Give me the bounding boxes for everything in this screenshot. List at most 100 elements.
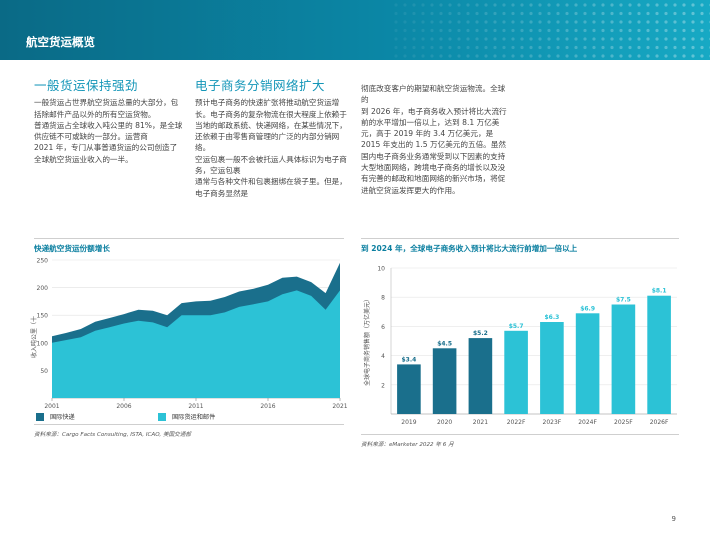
header-dot — [484, 54, 488, 58]
header-dot — [394, 28, 398, 33]
header-dot — [448, 45, 452, 50]
header-dot — [547, 3, 551, 7]
bar-2020 — [432, 348, 457, 414]
header-dot — [493, 37, 497, 41]
header-dot — [430, 45, 434, 50]
header-dot — [592, 28, 596, 33]
header-dot — [394, 11, 398, 16]
header-dot — [529, 11, 533, 16]
legend-label: 国际货运和邮件 — [172, 414, 216, 421]
header-dot — [664, 3, 668, 7]
page-number: 9 — [671, 515, 676, 523]
header-dot — [448, 28, 452, 33]
header-dot — [637, 20, 641, 24]
section-heading: 电子商务分销网络扩大 — [195, 78, 326, 93]
header-dot — [556, 28, 560, 33]
x-tick-label: 2020 — [437, 419, 452, 426]
y-tick-label: 2 — [381, 382, 385, 389]
header-dot — [628, 28, 632, 33]
header-dot — [403, 37, 407, 41]
header-dot — [682, 20, 686, 24]
chart-source: 资料来源：eMarketer 2022 年 6 月 — [361, 442, 454, 448]
header-dot — [475, 20, 479, 24]
divider — [361, 434, 679, 435]
header-dot — [547, 20, 551, 24]
header-dot — [403, 11, 407, 16]
bar-value-label: $5.7 — [509, 323, 524, 330]
bar-value-label: $6.3 — [544, 314, 559, 321]
header-dot — [610, 20, 614, 24]
header-title: 航空货运概览 — [26, 35, 95, 49]
header-dot — [619, 45, 623, 50]
header-dot — [565, 28, 569, 33]
header-dot — [682, 11, 686, 16]
paragraph: 彻底改变客户的期望和航空货运物流。全球的 — [361, 84, 506, 105]
header-dot — [574, 3, 578, 7]
header-dot — [655, 54, 659, 58]
header-dot — [601, 20, 605, 24]
header-dot — [601, 28, 605, 33]
section-ecommerce: 电子商务分销网络扩大 预计电子商务的快速扩张将推动航空货运增长。电子商务的复杂物… — [195, 78, 353, 199]
header-dot-pattern — [394, 3, 710, 58]
divider — [34, 424, 344, 425]
header-dot — [502, 20, 506, 24]
header-dot — [493, 3, 497, 7]
x-tick-label: 2024F — [578, 419, 597, 426]
header-dot — [646, 54, 650, 58]
bar-value-label: $3.4 — [401, 356, 416, 363]
header-dot — [664, 28, 668, 33]
header-dot — [655, 20, 659, 24]
header-dot — [601, 3, 605, 7]
header-dot — [700, 11, 704, 16]
header-dot — [466, 54, 470, 58]
header-dot — [466, 3, 470, 7]
ecommerce-revenue-bar-chart: 2 4 6 8 10 $3.4 2019 $4.5 2020 $5.2 2021 $5.7 2022F $… — [363, 266, 677, 426]
header-dot — [484, 37, 488, 41]
header-dot — [601, 11, 605, 16]
header-dot — [628, 45, 632, 50]
header-dot — [610, 28, 614, 33]
header-dot — [700, 45, 704, 50]
bar-value-label: $5.2 — [473, 330, 488, 337]
header-dot — [664, 20, 668, 24]
header-dot — [502, 45, 506, 50]
header-dot — [601, 54, 605, 58]
header-dot — [493, 20, 497, 24]
legend-item: 国际货运和邮件 — [158, 412, 215, 421]
header-dot — [538, 20, 542, 24]
divider — [34, 238, 344, 239]
header-dot — [457, 11, 461, 16]
header-dot — [583, 20, 587, 24]
header-dot — [493, 11, 497, 16]
header-dot — [412, 54, 416, 58]
header-dot — [511, 20, 515, 24]
header-dot — [466, 28, 470, 33]
header-dot — [493, 28, 497, 33]
header-dot — [394, 45, 398, 50]
y-tick-label: 50 — [40, 368, 48, 375]
y-axis-label: 收入吨公里（十 — [30, 316, 38, 358]
express-share-area-chart: 50 100 150 200 250 2001 2006 2011 2016 2021 收入吨公里（… — [30, 258, 348, 411]
x-tick-label: 2022F — [507, 419, 526, 426]
header-dot — [520, 45, 524, 50]
header-dot — [673, 54, 677, 58]
header-dot — [556, 37, 560, 41]
header-dot — [628, 20, 632, 24]
header-dot — [421, 37, 425, 41]
header-dot — [538, 54, 542, 58]
header-dot — [547, 54, 551, 58]
header-dot — [439, 37, 443, 41]
header-dot — [430, 28, 434, 33]
header-dot — [565, 54, 569, 58]
legend-item: 国际快递 — [36, 412, 75, 421]
header-dot — [664, 54, 668, 58]
header-dot — [673, 45, 677, 50]
header-dot — [439, 28, 443, 33]
header-dot — [574, 54, 578, 58]
header-dot — [682, 45, 686, 50]
header-dot — [511, 3, 515, 7]
x-tick-label: 2006 — [116, 403, 131, 410]
header-dot — [556, 45, 560, 50]
y-tick-label: 4 — [381, 353, 385, 360]
header-dot — [529, 20, 533, 24]
